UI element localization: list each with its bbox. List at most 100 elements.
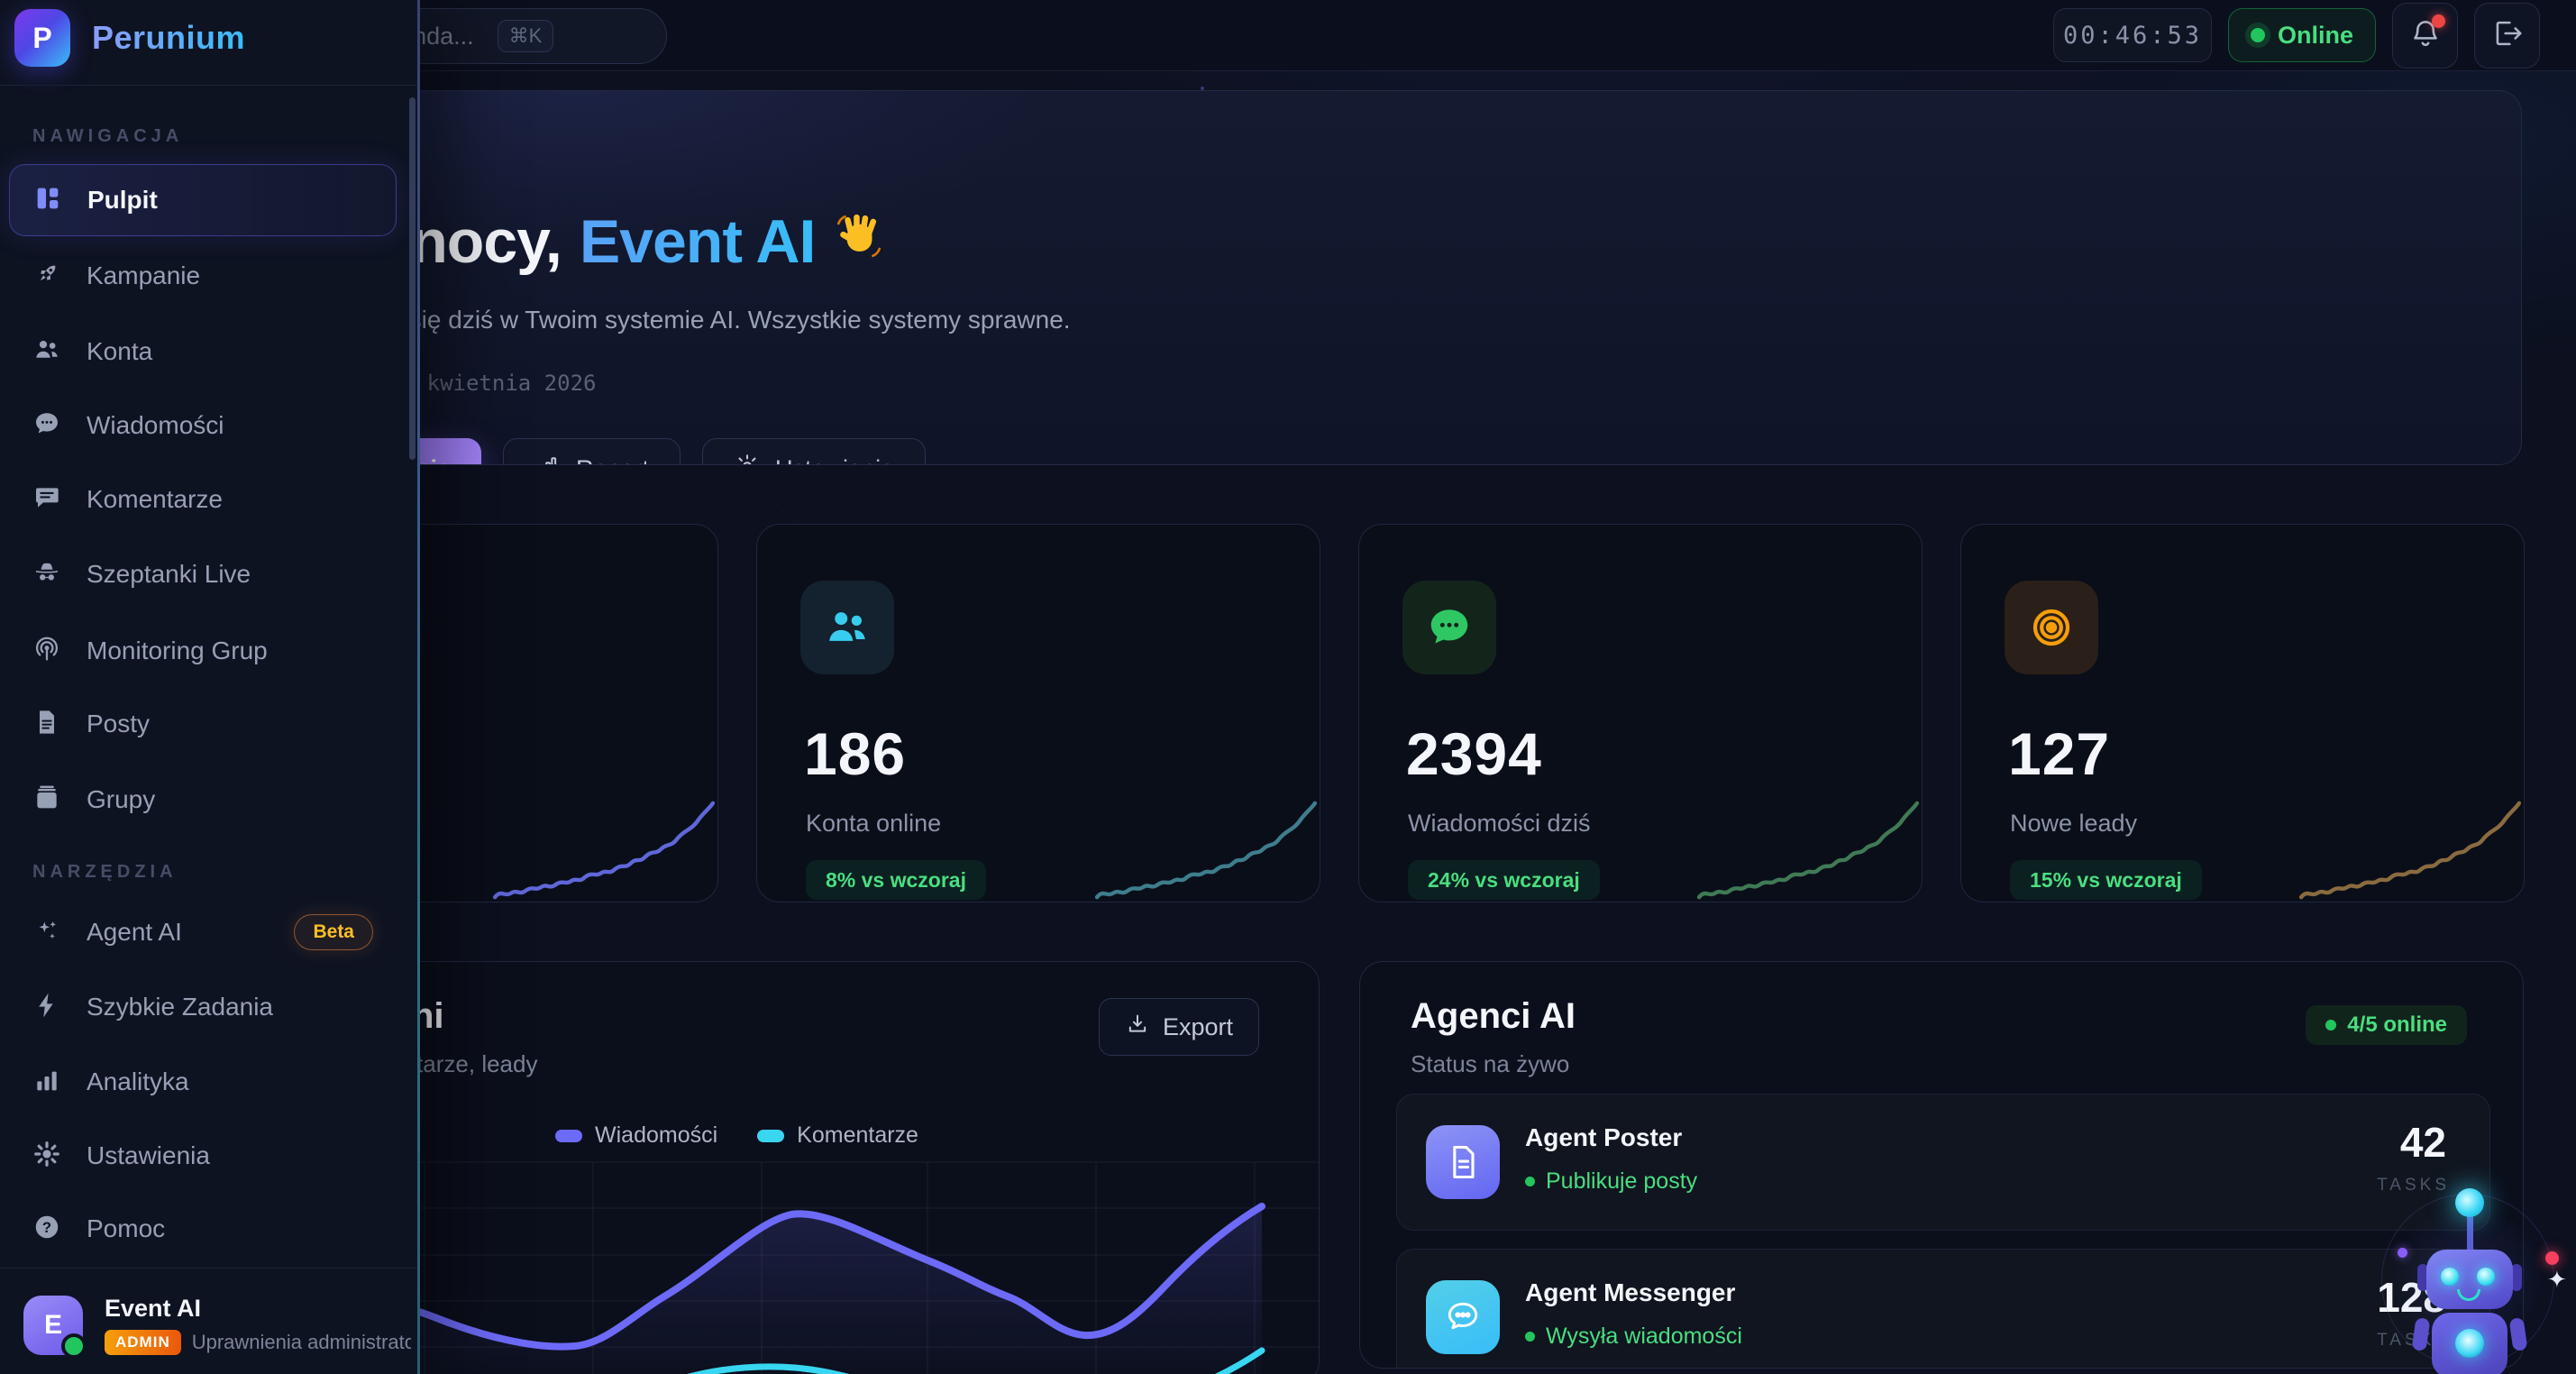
sidebar-item-label: Szybkie Zadania [87, 993, 274, 1021]
sidebar-item-label: Konta [87, 337, 153, 365]
agent-status: Wysyła wiadomości [1525, 1324, 1742, 1350]
sidebar-item-agent-ai[interactable]: Agent AI Beta [9, 896, 397, 968]
lightning-icon [32, 991, 61, 1024]
sidebar-item-wiadomosci[interactable]: Wiadomości [9, 389, 397, 462]
chart-legend: Wiadomości Komentarze [155, 1122, 1319, 1149]
robot-eye [2441, 1268, 2459, 1286]
sidebar-item-pulpit[interactable]: Pulpit [9, 164, 397, 236]
sidebar-item-posty[interactable]: Posty [9, 688, 397, 760]
sidebar-item-label: Pulpit [87, 186, 158, 214]
robot-core-light [2455, 1329, 2484, 1358]
sidebar-item-label: Komentarze [87, 485, 223, 513]
logout-button[interactable] [2474, 2, 2540, 69]
notifications-button[interactable] [2392, 2, 2458, 69]
sparkle-icon: ✦ [2547, 1266, 2567, 1293]
agent-tasks-count: 42 [2399, 1119, 2446, 1166]
sidebar-item-label: Monitoring Grup [87, 637, 268, 664]
sidebar-item-pomoc[interactable]: ? Pomoc [9, 1193, 397, 1265]
sidebar-item-szybkie-zadania[interactable]: Szybkie Zadania [9, 971, 397, 1043]
robot-antenna-light [2455, 1188, 2484, 1217]
sidebar: P Perunium NAWIGACJA Pulpit Kampanie Kon… [0, 0, 420, 1374]
bar-chart-icon [534, 453, 562, 464]
sidebar-item-kampanie[interactable]: Kampanie [9, 240, 397, 312]
sidebar-item-label: Posty [87, 710, 151, 737]
report-label: Raport [576, 455, 649, 465]
bell-icon [2408, 16, 2443, 55]
document-icon [1426, 1125, 1500, 1199]
stat-card-wiadomosci: 2394 Wiadomości dziś 24% vs wczoraj [1358, 524, 1923, 902]
avatar-initial: E [43, 1309, 62, 1340]
stat-value: 127 [2008, 720, 2111, 787]
sidebar-item-analityka[interactable]: Analityka [9, 1046, 397, 1118]
robot-antenna [2467, 1212, 2473, 1253]
gear-icon [734, 453, 761, 464]
bar-chart-icon [32, 1066, 61, 1099]
sidebar-item-ustawienia[interactable]: Ustawienia [9, 1120, 397, 1192]
sidebar-item-konta[interactable]: Konta [9, 316, 397, 388]
sparkline [1696, 801, 1920, 900]
stat-label: Nowe leady [2010, 810, 2138, 837]
agent-name: Agent Poster [1525, 1123, 1683, 1151]
session-timer: 00:46:53 [2052, 8, 2212, 62]
agent-status-label: Wysyła wiadomości [1546, 1324, 1742, 1349]
sidebar-item-monitoring-grup[interactable]: Monitoring Grup [9, 615, 397, 687]
sidebar-item-label: Grupy [87, 785, 156, 813]
user-profile[interactable]: E Event AI ADMIN Uprawnienia administrat… [23, 1295, 411, 1359]
keyboard-shortcut-badge: ⌘K [497, 20, 554, 52]
divider [0, 1268, 420, 1269]
radar-icon [32, 635, 61, 668]
document-icon [32, 708, 61, 741]
sidebar-item-szeptanki-live[interactable]: Szeptanki Live [9, 538, 397, 610]
sidebar-item-label: Analityka [87, 1067, 189, 1095]
sidebar-section-narzedzia: NARZĘDZIA [32, 862, 178, 882]
agent-status-label: Publikuje posty [1546, 1168, 1698, 1194]
sidebar-scrollbar[interactable] [409, 97, 416, 460]
sparkline [2298, 801, 2522, 900]
brand[interactable]: P Perunium [14, 9, 245, 67]
legend-label: Komentarze [797, 1122, 918, 1148]
settings-button[interactable]: Ustawienia [702, 438, 927, 465]
brand-name: Perunium [92, 19, 246, 56]
online-dot-icon [61, 1333, 87, 1359]
wave-hand-icon [833, 206, 885, 277]
sidebar-item-label: Pomoc [87, 1214, 166, 1242]
agent-tasks-label: TASKS [2377, 1176, 2450, 1195]
agent-row-messenger[interactable]: Agent Messenger Wysyła wiadomości 128 TA… [1396, 1249, 2490, 1368]
chat-dots-icon [32, 409, 61, 443]
sparkline [492, 801, 716, 900]
robot-ear [2417, 1264, 2428, 1291]
user-name: Event AI [105, 1295, 202, 1322]
hero-panel: Dobrej nocy, Event AI Zobacz, co dzieje … [154, 90, 2522, 465]
green-dot-icon [1525, 1332, 1535, 1342]
export-button[interactable]: Export [1098, 998, 1259, 1056]
greeting-name: Event AI [579, 207, 817, 276]
agents-online-badge: 4/5 online [2306, 1005, 2467, 1045]
sidebar-item-label: Wiadomości [87, 411, 224, 439]
stat-value: 2394 [1406, 720, 1542, 787]
green-dot-icon [1525, 1177, 1535, 1186]
users-icon [32, 335, 61, 369]
stat-value: 186 [804, 720, 907, 787]
target-icon [2005, 581, 2098, 674]
logout-icon [2490, 16, 2525, 55]
notification-dot [2432, 14, 2445, 28]
decor-particle [2398, 1248, 2407, 1258]
green-dot-icon [2325, 1020, 2337, 1030]
sidebar-item-grupy[interactable]: Grupy [9, 764, 397, 836]
robot-eye [2477, 1268, 2495, 1286]
agent-status: Publikuje posty [1525, 1168, 1697, 1195]
export-label: Export [1162, 1012, 1233, 1040]
users-icon [800, 581, 894, 674]
legend-swatch [555, 1129, 583, 1142]
sidebar-item-komentarze[interactable]: Komentarze [9, 463, 397, 536]
settings-label: Ustawienia [775, 455, 894, 465]
robot-mascot[interactable] [2376, 1168, 2576, 1374]
notification-dot [2545, 1251, 2559, 1265]
agent-name: Agent Messenger [1525, 1278, 1736, 1306]
agent-row-poster[interactable]: Agent Poster Publikuje posty 42 TASKS [1396, 1094, 2490, 1231]
agents-subtitle: Status na żywo [1411, 1050, 1570, 1077]
download-icon [1125, 1012, 1150, 1043]
sparkles-icon [32, 916, 61, 949]
report-button[interactable]: Raport [503, 438, 681, 465]
